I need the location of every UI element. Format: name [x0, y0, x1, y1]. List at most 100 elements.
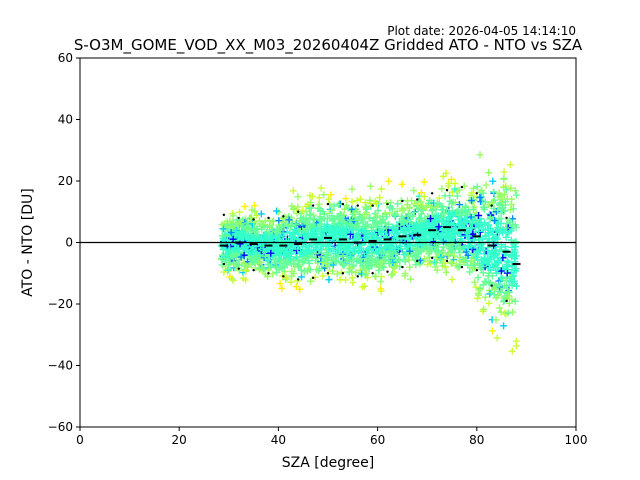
- data-point: [406, 247, 414, 255]
- data-point: [417, 189, 425, 197]
- data-point: [378, 229, 386, 237]
- data-point: [474, 294, 482, 302]
- data-point: [361, 211, 369, 219]
- data-point: [247, 214, 255, 222]
- data-point: [329, 261, 337, 269]
- data-point: [366, 196, 374, 204]
- data-point: [282, 238, 290, 246]
- data-point: [311, 224, 319, 232]
- data-point: [447, 175, 455, 183]
- data-point: [501, 243, 509, 251]
- x-tick-label: 40: [271, 433, 286, 447]
- data-point: [335, 214, 343, 222]
- data-point: [506, 274, 514, 282]
- data-point: [382, 256, 390, 264]
- data-point: [448, 275, 456, 283]
- data-point: [447, 246, 455, 254]
- data-point: [389, 240, 397, 248]
- data-point: [243, 219, 251, 227]
- data-point: [353, 197, 361, 205]
- data-point: [237, 253, 245, 261]
- data-point: [226, 259, 234, 267]
- data-point: [248, 248, 256, 256]
- data-point: [362, 235, 370, 243]
- data-point: [222, 253, 230, 261]
- data-point: [478, 256, 486, 264]
- data-point: [492, 217, 500, 225]
- upper-band-marker: [356, 204, 359, 207]
- data-point: [456, 201, 464, 209]
- data-point: [358, 270, 366, 278]
- data-point: [304, 225, 312, 233]
- data-point: [405, 203, 413, 211]
- data-point: [379, 213, 387, 221]
- upper-band-marker: [386, 202, 389, 206]
- data-point: [403, 243, 411, 251]
- data-point: [299, 227, 307, 235]
- data-point: [466, 268, 474, 276]
- scatter-layer: [217, 151, 520, 355]
- data-point: [503, 269, 511, 277]
- data-point: [476, 151, 484, 159]
- data-point: [491, 216, 499, 224]
- data-point: [333, 270, 341, 278]
- y-tick-label: −20: [48, 297, 73, 311]
- data-point: [242, 266, 250, 274]
- data-point: [444, 251, 452, 259]
- data-point: [438, 185, 446, 193]
- x-tick-label: 60: [370, 433, 385, 447]
- data-point: [445, 233, 453, 241]
- data-point: [231, 247, 239, 255]
- data-point: [261, 231, 269, 239]
- data-point: [361, 266, 369, 274]
- data-point: [397, 196, 405, 204]
- data-point: [240, 260, 248, 268]
- data-point: [445, 214, 453, 222]
- data-point: [280, 222, 288, 230]
- data-point: [498, 205, 506, 213]
- data-point: [368, 229, 376, 237]
- data-point: [438, 262, 446, 270]
- data-point: [497, 288, 505, 296]
- data-point: [500, 282, 508, 290]
- data-point: [438, 226, 446, 234]
- data-point: [485, 210, 493, 218]
- data-point: [511, 187, 519, 195]
- data-point: [359, 283, 367, 291]
- upper-band-marker: [505, 216, 508, 220]
- data-point: [468, 242, 476, 250]
- data-point: [394, 256, 402, 264]
- upper-band-marker: [222, 213, 226, 217]
- upper-band-marker: [267, 216, 270, 220]
- data-point: [362, 205, 370, 213]
- data-point: [230, 253, 238, 261]
- data-point: [411, 225, 419, 233]
- data-point: [229, 212, 237, 220]
- data-point: [243, 263, 251, 271]
- upper-band-marker: [460, 185, 464, 189]
- lower-band-marker: [401, 265, 404, 269]
- data-point: [462, 218, 470, 226]
- data-point: [375, 250, 383, 258]
- data-point: [450, 209, 458, 217]
- data-point: [412, 261, 420, 269]
- y-tick-label: 0: [65, 236, 73, 250]
- data-point: [466, 224, 474, 232]
- data-point: [267, 234, 275, 242]
- upper-band-marker: [282, 215, 285, 218]
- data-point: [376, 217, 384, 225]
- data-point: [339, 252, 347, 260]
- upper-band-marker: [252, 218, 255, 221]
- data-point: [323, 222, 331, 230]
- lower-band-marker: [445, 259, 449, 263]
- data-point: [486, 214, 494, 222]
- data-point: [317, 216, 325, 224]
- data-point: [485, 221, 493, 229]
- data-point: [499, 204, 507, 212]
- data-point: [404, 210, 412, 218]
- data-point: [452, 225, 460, 233]
- data-point: [407, 275, 415, 283]
- data-point: [423, 228, 431, 236]
- data-point: [512, 191, 520, 199]
- upper-band-marker: [326, 202, 330, 206]
